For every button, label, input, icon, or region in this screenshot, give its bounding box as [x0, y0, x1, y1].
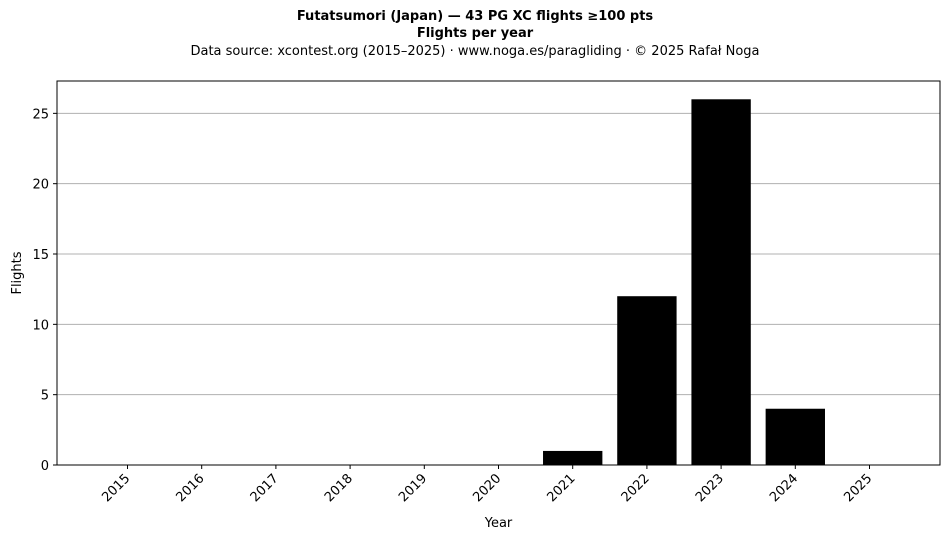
- y-axis-ticks: 0 5 10 15 20 25: [32, 107, 57, 474]
- bar-2022: [617, 296, 677, 465]
- x-axis-label: Year: [484, 516, 513, 531]
- plot-frame: [56, 80, 941, 466]
- x-tick-label: 2017: [248, 471, 282, 505]
- bar-2021: [543, 450, 603, 465]
- x-axis-ticks: 2015 2016 2017 2018 2019 2020 2021 2022 2023 2024…: [99, 465, 875, 505]
- x-tick-label: 2018: [322, 471, 356, 505]
- x-tick-label: 2019: [396, 471, 430, 505]
- y-axis-label: Flights: [10, 251, 25, 294]
- x-tick-label: 2024: [767, 471, 801, 505]
- y-tick-label: 5: [41, 389, 49, 404]
- grid-lines: [57, 112, 940, 396]
- bar-2023: [691, 99, 751, 466]
- x-tick-label: 2025: [841, 471, 875, 505]
- chart-title: Futatsumori (Japan) — 43 PG XC flights ≥…: [296, 9, 654, 24]
- x-tick-label: 2022: [619, 471, 653, 505]
- y-tick-label: 25: [32, 107, 49, 122]
- x-tick-label: 2021: [545, 471, 579, 505]
- x-tick-label: 2015: [99, 471, 133, 505]
- y-tick-label: 10: [32, 318, 49, 333]
- chart-source: Data source: xcontest.org (2015–2025) · …: [190, 44, 760, 59]
- y-tick-label: 15: [32, 248, 49, 263]
- chart-subtitle: Flights per year: [416, 26, 534, 41]
- y-tick-label: 20: [32, 178, 49, 193]
- x-tick-label: 2023: [693, 471, 727, 505]
- bar-2024: [765, 408, 825, 465]
- x-tick-label: 2016: [174, 471, 208, 505]
- y-tick-label: 0: [41, 459, 49, 474]
- x-tick-label: 2020: [470, 471, 504, 505]
- bars: [543, 99, 825, 466]
